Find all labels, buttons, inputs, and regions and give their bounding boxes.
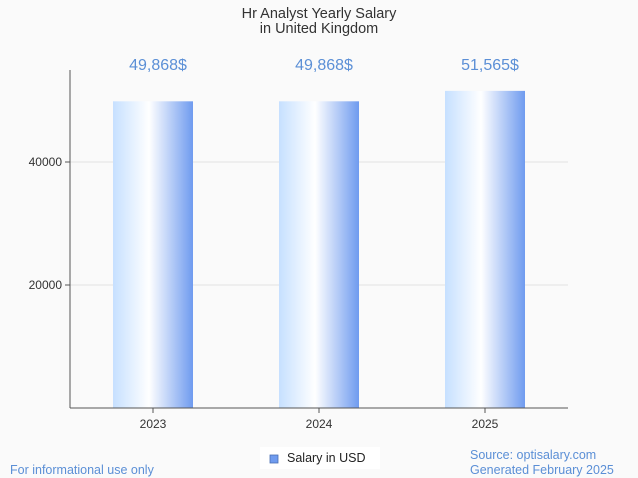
generated-date: Generated February 2025: [470, 463, 614, 477]
chart-title-line-1: Hr Analyst Yearly Salary: [242, 6, 397, 22]
chart-title-line-2: in United Kingdom: [260, 21, 379, 37]
axes: 20000 40000 2023 2024 2025: [29, 70, 568, 431]
bar-2025[interactable]: [445, 90, 525, 409]
legend-box: [260, 447, 380, 469]
legend-label: Salary in USD: [287, 451, 366, 465]
legend-swatch: [269, 454, 279, 464]
bars: [113, 90, 525, 409]
disclaimer-text: For informational use only: [10, 463, 154, 477]
data-label-2025: 51,565$: [461, 57, 519, 74]
data-label-2024: 49,868$: [295, 57, 353, 74]
data-labels: 49,868$ 49,868$ 51,565$: [129, 57, 519, 74]
x-tick-label-2024: 2024: [306, 417, 333, 431]
x-tick-label-2023: 2023: [140, 417, 167, 431]
data-label-2023: 49,868$: [129, 57, 187, 74]
legend[interactable]: Salary in USD: [260, 447, 380, 469]
bar-2024[interactable]: [279, 101, 359, 408]
y-tick-label: 20000: [29, 278, 63, 292]
source-link[interactable]: Source: optisalary.com: [470, 448, 597, 462]
bar-2023[interactable]: [113, 101, 193, 408]
chart-title: Hr Analyst Yearly Salary in United Kingd…: [242, 6, 397, 37]
x-tick-label-2025: 2025: [472, 417, 499, 431]
y-tick-label: 40000: [29, 155, 63, 169]
